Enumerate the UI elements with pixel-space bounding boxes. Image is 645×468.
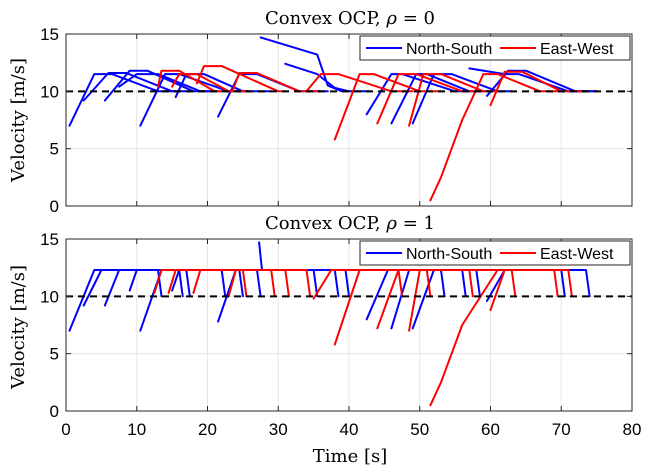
north-south-trajectory-3 xyxy=(118,73,223,93)
legend-label: North-South xyxy=(406,246,492,263)
x-axis-label: Time [s] xyxy=(313,446,388,467)
panel-title-symbol: ρ xyxy=(385,213,397,234)
east-west-trajectory-7 xyxy=(408,269,517,332)
plot-area: 0 5 10 15 0 10 20 30 40 50 60 70 80 North-South East-W… xyxy=(40,230,641,439)
legend-box xyxy=(359,240,631,266)
x-tick-label: 80 xyxy=(623,420,642,439)
east-west-trajectory-5 xyxy=(333,269,432,346)
panel-title: Convex OCP, ρ = 1 xyxy=(265,213,435,234)
y-tick-label: 5 xyxy=(50,345,59,364)
y-tick-label: 0 xyxy=(50,402,59,421)
y-axis-label-top: Velocity [m/s] xyxy=(8,58,29,183)
east-west-trajectory-2 xyxy=(195,65,287,93)
y-tick-label: 15 xyxy=(40,25,59,44)
east-west-trajectory-3 xyxy=(227,269,312,298)
y-tick-label: 5 xyxy=(50,140,59,159)
legend: North-South East-West xyxy=(359,240,631,266)
y-axis-label-bottom: Velocity [m/s] xyxy=(8,265,29,390)
y-tick-label: 0 xyxy=(50,197,59,216)
east-west-trajectory-8 xyxy=(429,269,573,407)
legend: North-South East-West xyxy=(359,35,631,61)
legend-box xyxy=(359,35,631,61)
legend-label: East-West xyxy=(540,41,614,58)
panel-title-value: = 0 xyxy=(397,8,435,29)
panel-rho-1: Convex OCP, ρ = 1 0 5 10 15 0 10 20 30 40 50 60 70 8… xyxy=(40,213,641,439)
east-west-trajectory-0 xyxy=(157,69,237,93)
x-tick-label: 40 xyxy=(340,420,359,439)
panel-title-symbol: ρ xyxy=(385,8,397,29)
panel-title: Convex OCP, ρ = 0 xyxy=(265,8,435,29)
panel-title-value: = 1 xyxy=(397,213,435,234)
east-west-trajectory-4 xyxy=(305,73,414,93)
east-west-trajectory-9 xyxy=(489,269,559,312)
panel-rho-0: Convex OCP, ρ = 0 0 5 10 15 North-South East-… xyxy=(40,8,633,216)
legend-label: East-West xyxy=(540,246,614,263)
legend-label: North-South xyxy=(406,41,492,58)
panel-title-text: Convex OCP, xyxy=(265,8,386,29)
x-tick-label: 60 xyxy=(481,420,500,439)
y-tick-label: 10 xyxy=(40,82,59,101)
y-tick-label: 10 xyxy=(40,287,59,306)
y-tick-label: 15 xyxy=(40,230,59,249)
panel-title-text: Convex OCP, xyxy=(265,213,386,234)
plot-area: 0 5 10 15 North-South East-West xyxy=(40,25,633,216)
x-tick-label: 10 xyxy=(127,420,146,439)
x-tick-label: 0 xyxy=(61,420,70,439)
x-tick-label: 70 xyxy=(552,420,571,439)
east-west-trajectory-9 xyxy=(489,70,584,107)
x-tick-label: 20 xyxy=(198,420,217,439)
x-tick-label: 30 xyxy=(269,420,288,439)
x-tick-label: 50 xyxy=(410,420,429,439)
